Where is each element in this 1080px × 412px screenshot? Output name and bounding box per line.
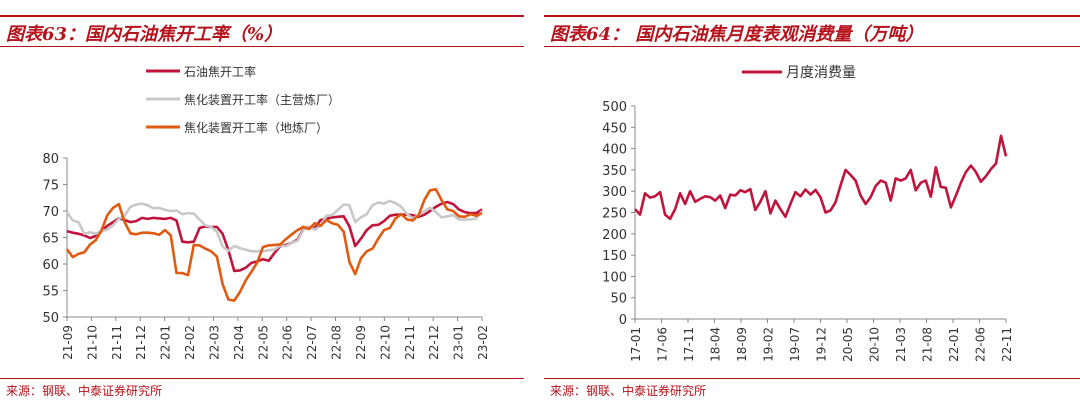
y-tick-label: 400 [602,143,627,158]
x-tick-label: 20-05 [841,327,855,362]
title-rule [0,46,524,47]
x-tick-label: 19-12 [815,327,829,362]
chart-title: 图表63：国内石油焦开工率（%） [6,24,283,45]
title-rule [544,46,1080,47]
legend-label-2: 焦化装置开工率（主营炼厂） [184,92,340,107]
chart-63-svg: 50 55 60 65 70 75 80 21-09 21-10 21-11 21-12 22-01 2… [42,64,490,360]
y-tick-label: 75 [42,179,59,194]
y-tick-label: 100 [602,270,627,285]
footer-rule [544,378,1080,379]
x-tick-label: 22-08 [330,325,344,360]
x-tick-label: 22-11 [403,325,417,360]
y-tick-label: 450 [602,121,627,136]
x-tick-label: 22-05 [256,325,270,360]
y-tick-label: 250 [602,207,627,222]
source-note: 来源：钢联、中泰证券研究所 [550,384,707,398]
x-tick-label: 20-10 [868,327,882,362]
x-tick-label: 19-02 [762,327,776,362]
x-tick-label: 22-11 [1000,327,1014,362]
x-tick-label: 22-04 [232,325,246,360]
x-tick-label: 22-10 [378,325,392,360]
panel-64: 图表64： 国内石油焦月度表观消费量（万吨） 0 50 100 150 200 250 30… [544,0,1080,412]
legend-label-1: 石油焦开工率 [184,64,256,79]
x-tick-label: 22-07 [305,325,319,360]
x-tick-label: 17-06 [656,327,670,362]
x-tick-label: 18-04 [709,327,723,362]
x-tick-label: 21-03 [894,327,908,362]
x-tick-label: 17-01 [629,327,643,362]
y-tick-label: 200 [602,228,627,243]
y-tick-label: 350 [602,164,627,179]
series-line-3 [65,188,483,302]
x-tick-label: 19-07 [788,327,802,362]
y-tick-label: 80 [42,152,59,167]
x-tick-label: 21-10 [85,325,99,360]
y-tick-label: 500 [602,100,627,115]
x-tick-label: 22-09 [354,325,368,360]
y-tick-label: 60 [42,258,59,273]
x-tick-label: 23-02 [476,325,490,360]
x-tick-label: 17-11 [682,327,696,362]
x-tick-label: 22-06 [281,325,295,360]
footer-rule [0,378,524,379]
y-tick-label: 70 [42,205,59,220]
chart-64-svg: 0 50 100 150 200 250 300 350 400 450 500 17-01 17-06… [602,65,1014,362]
legend-label-1: 月度消费量 [786,65,856,81]
x-tick-label: 22-02 [183,325,197,360]
x-tick-label: 22-01 [947,327,961,362]
legend-label-3: 焦化装置开工率（地炼厂） [184,120,328,135]
x-tick-label: 21-09 [61,325,75,360]
y-tick-label: 150 [602,249,627,264]
x-tick-label: 23-01 [452,325,466,360]
x-tick-label: 18-09 [735,327,749,362]
series-line-1 [66,200,483,273]
y-tick-label: 65 [42,232,59,247]
y-tick-label: 50 [610,292,627,307]
panel-top-rule [0,15,524,17]
x-tick-label: 22-06 [974,327,988,362]
x-tick-label: 22-01 [159,325,173,360]
y-tick-label: 50 [42,311,59,326]
panel-top-rule [544,15,1080,17]
y-tick-label: 300 [602,185,627,200]
source-note: 来源：钢联、中泰证券研究所 [6,384,163,398]
x-tick-label: 21-11 [110,325,124,360]
series-line-1 [634,134,1008,221]
chart-title: 图表64： 国内石油焦月度表观消费量（万吨） [550,24,924,45]
x-tick-label: 22-03 [207,325,221,360]
panel-63: 图表63：国内石油焦开工率（%） 50 55 60 65 70 75 80 21-09 21-1… [0,0,524,412]
x-tick-label: 22-12 [427,325,441,360]
series-line-2 [65,199,484,253]
y-tick-label: 0 [619,313,627,328]
y-tick-label: 55 [42,285,59,300]
x-tick-label: 21-08 [921,327,935,362]
x-tick-label: 21-12 [134,325,148,360]
